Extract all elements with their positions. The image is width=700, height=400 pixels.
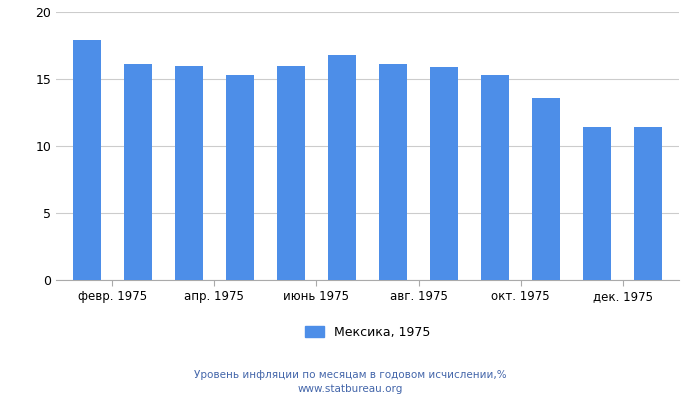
Bar (481, 75, 509, 280)
Bar (634, 127, 662, 280)
Legend: Мексика, 1975: Мексика, 1975 (300, 321, 435, 344)
Bar (328, 55, 356, 280)
Text: Уровень инфляции по месяцам в годовом исчислении,%: Уровень инфляции по месяцам в годовом ис… (194, 370, 506, 380)
Bar (175, 66, 203, 280)
Bar (379, 64, 407, 280)
Bar (430, 67, 458, 280)
Bar (226, 75, 254, 280)
Bar (73, 40, 101, 280)
Bar (277, 66, 305, 280)
Text: www.statbureau.org: www.statbureau.org (298, 384, 402, 394)
Bar (124, 64, 152, 280)
Bar (583, 127, 611, 280)
Bar (532, 98, 560, 280)
